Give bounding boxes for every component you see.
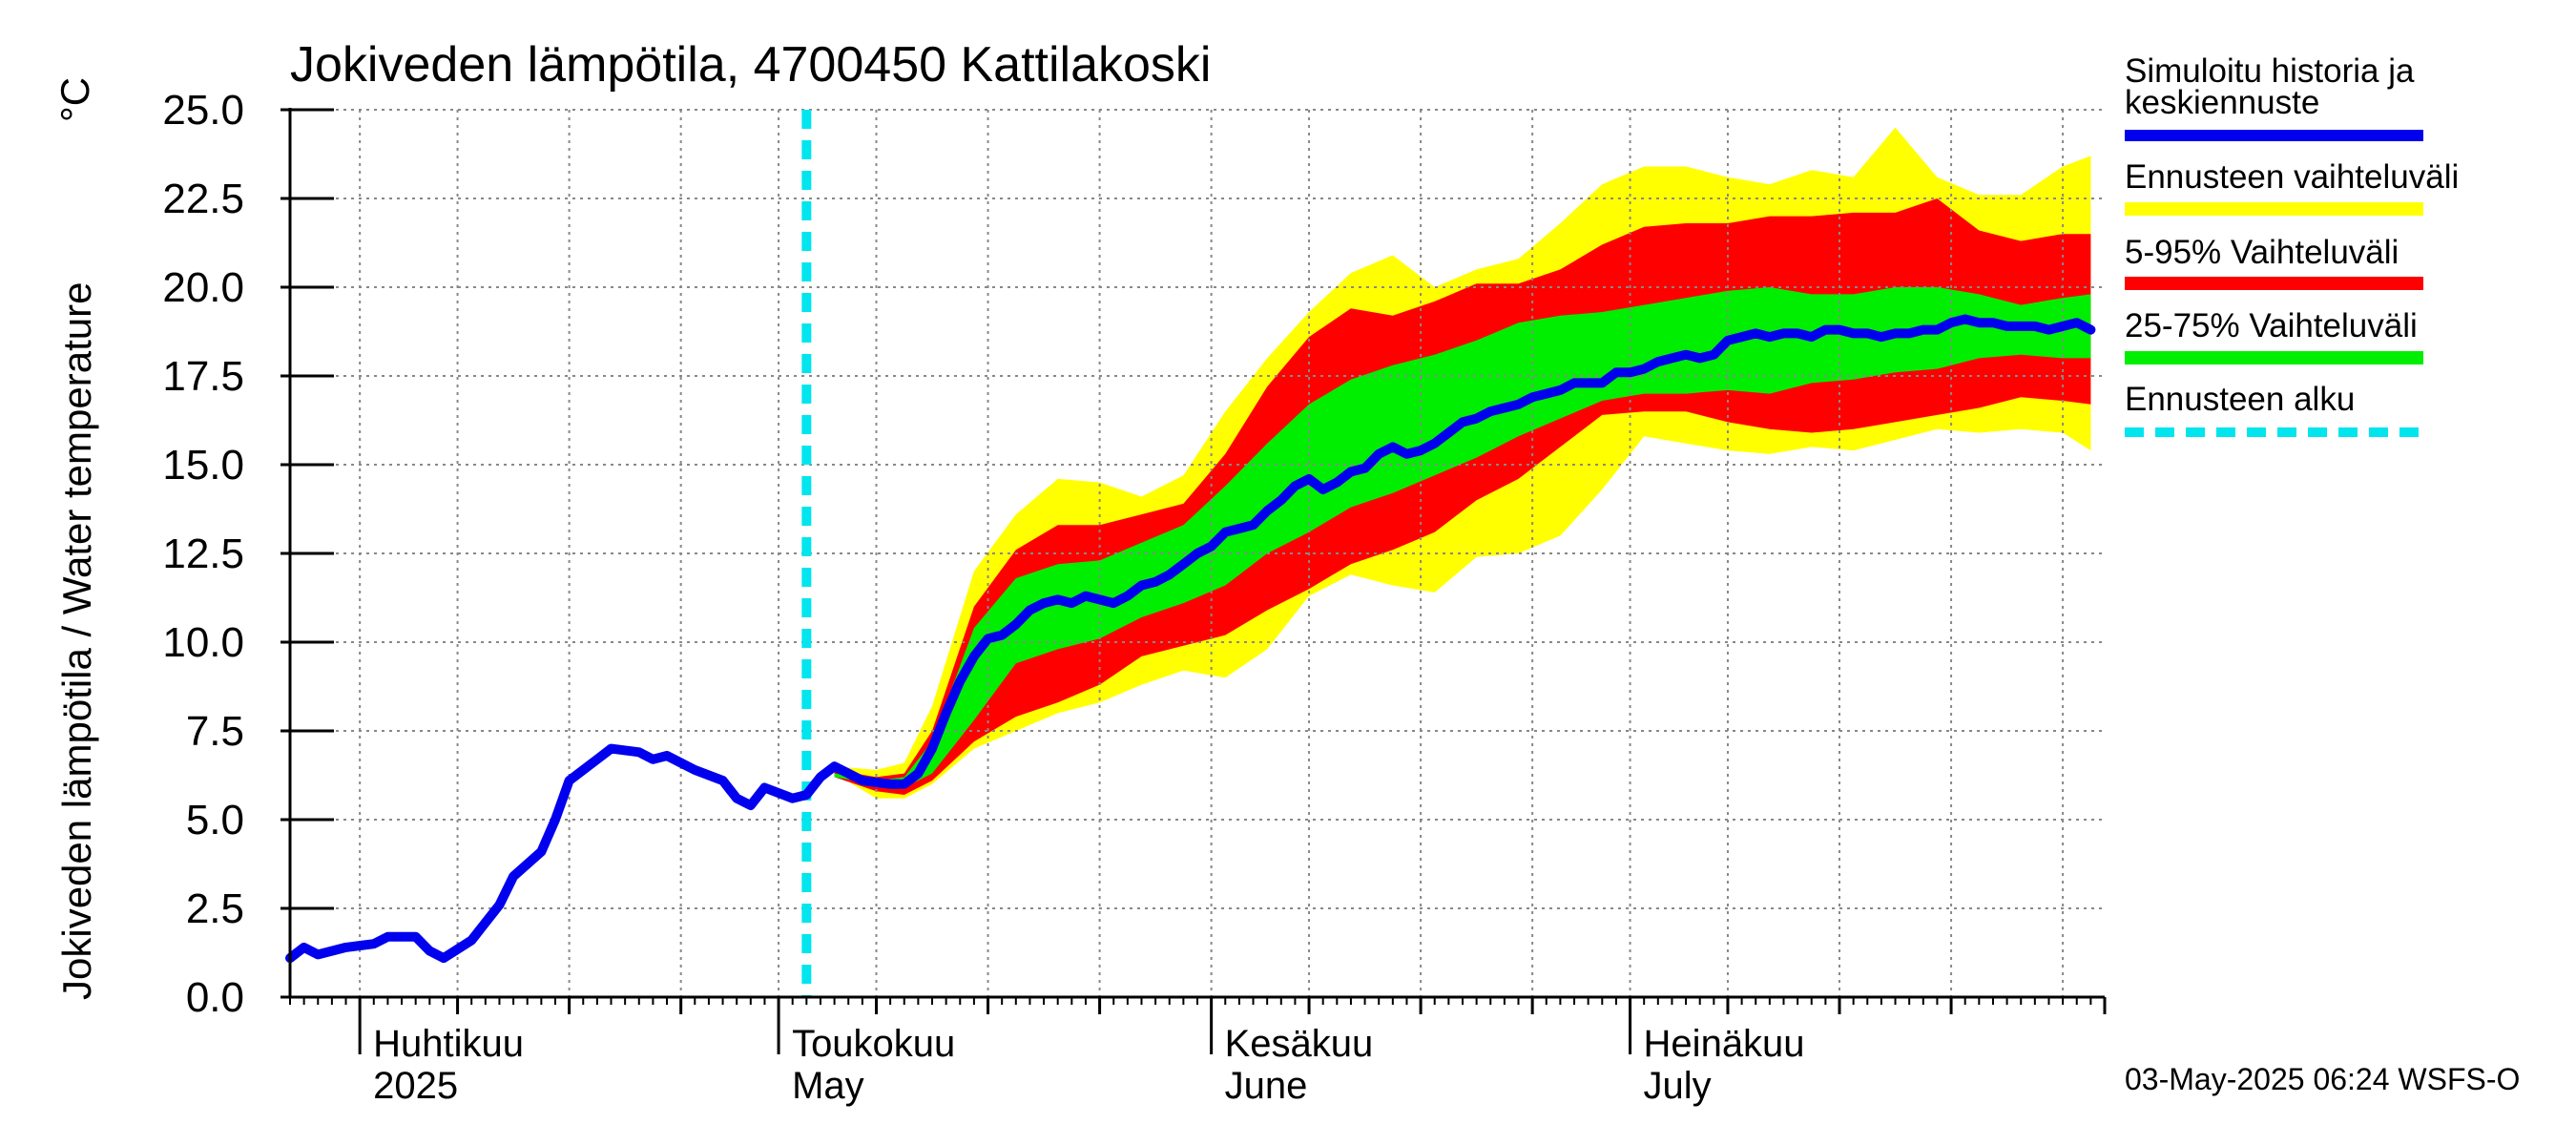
y-tick-label-5: 12.5 [162,531,244,577]
y-tick-label-9: 22.5 [162,176,244,222]
footer-timestamp: 03-May-2025 06:24 WSFS-O [2125,1062,2520,1096]
series-lines [285,314,2096,964]
x-month-label-fi-1: Toukokuu [792,1023,955,1065]
y-tick-label-1: 2.5 [186,885,244,932]
y-tick-label-10: 25.0 [162,87,244,134]
x-month-label-en-1: May [792,1065,864,1107]
y-tick-label-7: 17.5 [162,353,244,400]
y-tick-label-2: 5.0 [186,797,244,843]
forecast-bands [834,127,2091,799]
y-axis-label: Jokiveden lämpötila / Water temperature [54,282,99,1000]
legend: Simuloitu historia ja keskiennuste Ennus… [2125,52,2459,437]
legend-label-range: Ennusteen vaihteluväli [2125,158,2459,196]
y-axis-unit: °C [52,77,97,122]
band-25-75 [834,287,2091,788]
y-tick-label-4: 10.0 [162,619,244,666]
y-tick-label-0: 0.0 [186,974,244,1021]
legend-label-sim-line2: keskiennuste [2125,84,2319,121]
series-line-0 [285,314,2096,964]
legend-label-forecast-start: Ennusteen alku [2125,381,2355,418]
x-month-label-fi-0: Huhtikuu [373,1023,524,1065]
chart-title: Jokiveden lämpötila, 4700450 Kattilakosk… [290,37,1211,93]
x-month-label-en-0: 2025 [373,1065,458,1107]
x-month-label-fi-3: Heinäkuu [1644,1023,1805,1065]
x-month-label-en-2: June [1225,1065,1308,1107]
x-month-label-en-3: July [1644,1065,1712,1107]
legend-label-25-75: 25-75% Vaihteluväli [2125,307,2418,344]
y-tick-label-6: 15.0 [162,442,244,489]
axis-ticks: 0.0 2.5 5.0 7.5 10.0 12.5 15.0 17.5 20.0 22.5 25.0… [162,87,2107,1107]
x-month-label-fi-2: Kesäkuu [1225,1023,1374,1065]
legend-label-sim-line1: Simuloitu historia ja [2125,52,2415,90]
grid-lines [290,109,2105,998]
y-tick-label-3: 7.5 [186,708,244,755]
y-tick-label-8: 20.0 [162,264,244,311]
legend-label-5-95: 5-95% Vaihteluväli [2125,234,2399,271]
